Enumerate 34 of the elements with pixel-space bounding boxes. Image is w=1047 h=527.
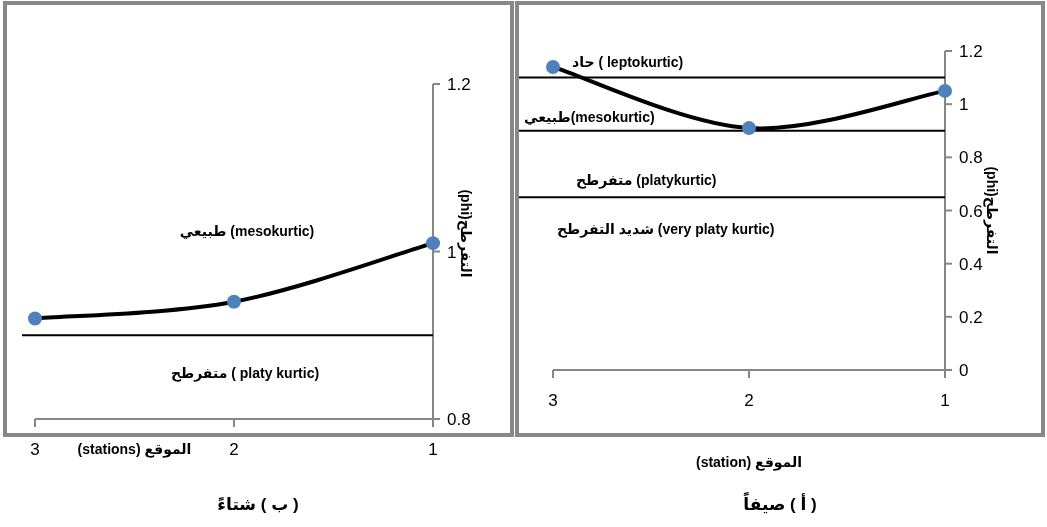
y-tick-label: 0.4 <box>959 254 983 274</box>
y-tick-label: 1 <box>447 242 457 262</box>
y-axis-title: التفرطح(phi) <box>457 189 474 278</box>
y-axis-title: التفرطح(phi) <box>983 166 1000 255</box>
y-tick-label: 1.2 <box>959 42 983 61</box>
x-tick-label: 3 <box>548 391 558 410</box>
annotation: متفرطح (platykurtic) <box>576 172 717 189</box>
x-tick-label: 1 <box>428 440 438 459</box>
point <box>28 311 42 326</box>
x-tick-label: 3 <box>30 440 40 459</box>
x-axis-title: الموقع (stations) <box>77 441 192 458</box>
x-tick-label: 1 <box>940 391 950 410</box>
y-tick-label: 0 <box>959 361 969 380</box>
text: ( ب ) شتاءً <box>217 495 299 514</box>
annotation: طبيعي(mesokurtic) <box>524 109 655 126</box>
x-axis-title: الموقع (station) <box>695 454 803 471</box>
text: ( أ ) صيفاً <box>743 491 817 514</box>
point <box>546 59 560 74</box>
y-tick-label: 0.8 <box>447 410 471 429</box>
y-tick-label: 1.2 <box>447 75 471 94</box>
y-tick-label: 0.8 <box>959 148 983 168</box>
point <box>426 236 440 251</box>
annotation: حاد ( leptokurtic) <box>572 54 684 70</box>
x-tick-label: 2 <box>744 391 754 410</box>
annotation: شديد التفرطح (very platy kurtic) <box>557 221 775 238</box>
point <box>742 121 756 136</box>
y-tick-label: 0.2 <box>959 307 983 327</box>
y-tick-label: 0.6 <box>959 201 983 221</box>
y-tick-label: 1 <box>959 95 969 115</box>
annotation: طبيعي (mesokurtic) <box>179 223 315 240</box>
point <box>938 83 952 98</box>
x-tick-label: 2 <box>229 440 239 459</box>
point <box>227 294 241 309</box>
annotation: متفرطح ( platy kurtic) <box>170 365 320 382</box>
